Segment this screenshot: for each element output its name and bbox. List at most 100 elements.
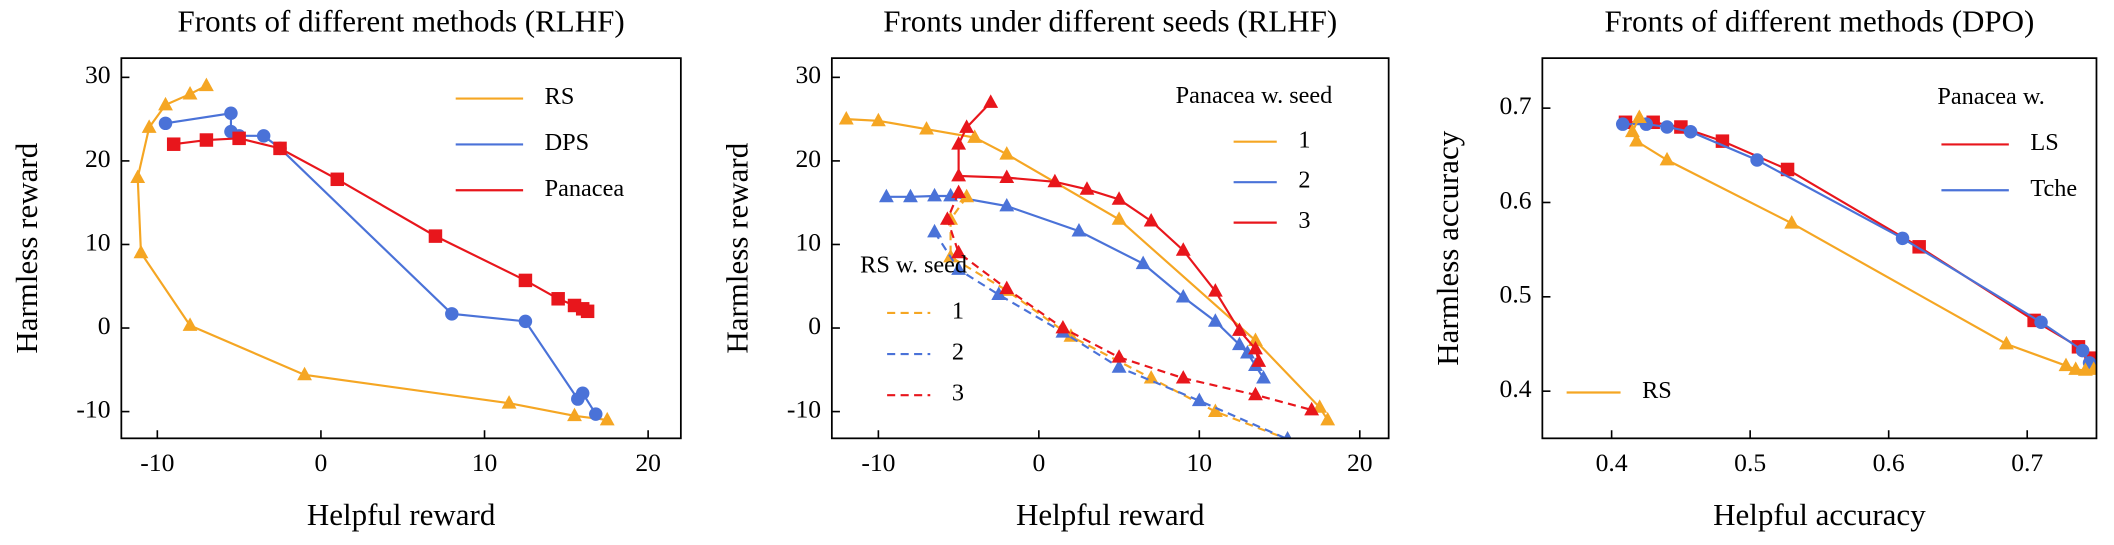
marker [878, 188, 894, 203]
marker [428, 229, 443, 243]
marker [1999, 335, 2014, 350]
marker [999, 197, 1015, 212]
x-tick-label: 10 [472, 448, 498, 477]
x-tick-label: 0.6 [1873, 448, 1905, 477]
marker [1659, 151, 1675, 166]
marker [1111, 211, 1127, 225]
marker [158, 96, 173, 111]
marker [158, 116, 173, 131]
marker [182, 85, 198, 100]
plot-area [838, 94, 1336, 439]
legend-label: 3 [952, 380, 964, 407]
marker [1207, 403, 1223, 417]
marker [999, 169, 1015, 184]
legend-label: Tche [2030, 175, 2077, 202]
legend-label: RS [545, 83, 575, 110]
y-tick-label: 20 [85, 144, 111, 173]
marker [589, 407, 603, 421]
marker [1071, 223, 1087, 237]
marker [1079, 181, 1095, 195]
marker [501, 395, 517, 409]
marker [1047, 173, 1063, 188]
marker [1111, 359, 1127, 373]
marker [951, 261, 967, 275]
marker [951, 244, 967, 259]
marker [1895, 231, 1910, 246]
marker [1784, 215, 1800, 229]
legend-title: Panacea w. [1937, 83, 2045, 110]
x-tick-label: 0 [315, 448, 328, 477]
marker [2068, 361, 2084, 375]
marker [1055, 319, 1071, 334]
marker [551, 292, 565, 306]
series-line [1622, 123, 2091, 364]
y-tick-label: 30 [795, 60, 821, 89]
marker [575, 386, 590, 400]
marker [133, 244, 149, 259]
marker [951, 184, 967, 199]
y-tick-label: 0 [808, 311, 821, 340]
y-tick-label: 10 [795, 227, 821, 256]
axes-frame [830, 57, 1390, 440]
marker [1660, 120, 1674, 134]
marker [256, 129, 271, 143]
subplot: Fronts of different methods (DPO) Helpful… [1430, 4, 2098, 532]
marker [1175, 289, 1191, 303]
marker [1624, 123, 1640, 138]
marker [1240, 345, 1255, 359]
chart-title: Fronts of different methods (DPO) [1604, 4, 2034, 39]
marker [1683, 124, 1698, 139]
x-tick-label: 0.4 [1596, 448, 1628, 477]
legend-label: 2 [952, 339, 964, 366]
x-tick-label: 0.7 [2011, 448, 2043, 477]
marker [951, 167, 967, 182]
legend-label: 3 [1298, 207, 1310, 234]
plot-area [1615, 109, 2097, 376]
x-tick-label: 10 [1187, 448, 1213, 477]
marker [232, 131, 246, 146]
marker [224, 106, 238, 121]
marker [927, 223, 942, 238]
marker [141, 119, 157, 133]
marker [580, 304, 595, 319]
series-line [1625, 121, 2096, 366]
marker [1615, 117, 1630, 131]
legend-label: 2 [1298, 167, 1310, 194]
marker [1143, 370, 1159, 384]
marker [1207, 283, 1223, 297]
marker [2058, 357, 2074, 372]
marker [2034, 315, 2048, 330]
y-tick-label: 0.5 [1500, 280, 1532, 309]
y-axis-label: Harmless reward [719, 142, 754, 353]
y-tick-label: 30 [85, 60, 111, 89]
marker [1248, 386, 1263, 401]
marker [1191, 392, 1207, 407]
marker [1283, 431, 1292, 439]
marker [991, 286, 1007, 301]
y-tick-label: -10 [787, 394, 821, 423]
marker [130, 169, 146, 184]
marker [1780, 162, 1795, 177]
marker [1232, 322, 1247, 336]
marker [1111, 349, 1127, 363]
marker [870, 112, 886, 127]
marker [166, 137, 181, 151]
marker [951, 136, 967, 150]
x-axis-label: Helpful reward [307, 497, 496, 532]
marker [2086, 361, 2097, 375]
marker [1248, 332, 1263, 346]
marker [1248, 340, 1263, 355]
y-tick-label: 0.4 [1500, 374, 1532, 403]
marker [1629, 133, 1644, 147]
legend-label: Panacea [545, 175, 625, 202]
marker [198, 77, 214, 92]
series-line [949, 196, 1288, 439]
legend-label: 1 [952, 298, 964, 325]
marker [1251, 353, 1267, 367]
marker [1111, 191, 1127, 205]
marker [999, 280, 1015, 295]
marker [330, 172, 345, 187]
marker [445, 307, 459, 321]
marker [1750, 153, 1764, 167]
